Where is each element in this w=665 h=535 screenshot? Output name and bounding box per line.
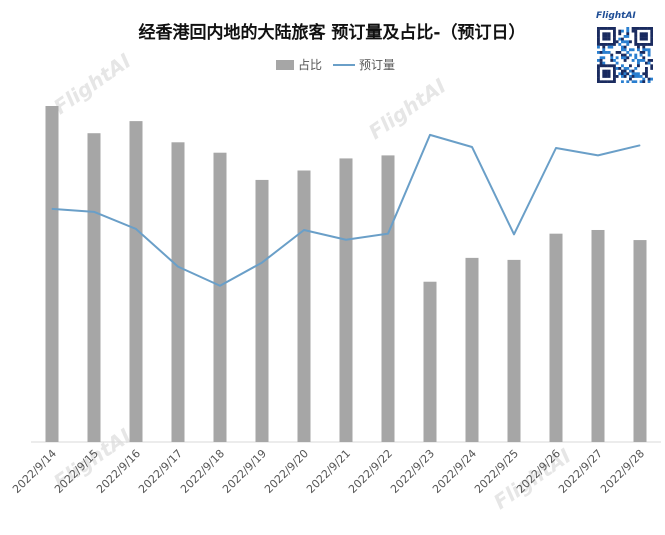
bar <box>129 121 143 443</box>
bar <box>465 257 479 442</box>
line-point <box>261 262 263 264</box>
bar <box>297 170 311 442</box>
bar <box>213 152 227 443</box>
line-point <box>471 146 473 148</box>
line-point <box>219 285 221 287</box>
bar <box>339 158 353 442</box>
bar-series <box>45 106 647 443</box>
watermark-text: FlightAI <box>49 48 136 119</box>
watermark-text: FlightAI <box>364 73 451 144</box>
x-tick-label: 2022/9/23 <box>388 447 437 496</box>
line-point <box>135 228 137 230</box>
bar <box>381 155 395 442</box>
line-point <box>51 208 53 210</box>
x-tick-label: 2022/9/28 <box>598 447 647 496</box>
line-point <box>93 211 95 213</box>
bar <box>171 142 185 442</box>
line-point <box>429 134 431 136</box>
line-point <box>639 144 641 146</box>
x-tick-label: 2022/9/22 <box>346 447 395 496</box>
legend-swatch-bar <box>276 60 294 70</box>
brand-logo: FlightAI <box>596 11 636 21</box>
line-point <box>597 154 599 156</box>
line-point <box>387 233 389 235</box>
line-series <box>51 133 641 287</box>
legend: 占比 预订量 <box>276 57 395 72</box>
x-tick-label: 2022/9/20 <box>262 447 311 496</box>
bar <box>591 229 605 442</box>
line-point <box>513 233 515 235</box>
x-tick-label: 2022/9/17 <box>136 447 185 496</box>
legend-label-line: 预订量 <box>359 58 395 72</box>
bar <box>423 281 437 442</box>
qr-code-icon <box>597 27 653 83</box>
chart-title: 经香港回内地的大陆旅客 预订量及占比-（预订日） <box>139 22 526 43</box>
x-tick-label: 2022/9/19 <box>220 447 269 496</box>
bar <box>45 106 59 442</box>
line-point <box>555 147 557 149</box>
bar <box>507 259 521 442</box>
x-tick-label: 2022/9/21 <box>304 447 353 496</box>
line-point <box>177 266 179 268</box>
bar <box>633 240 647 442</box>
x-tick-label: 2022/9/24 <box>430 447 479 496</box>
line-point <box>345 239 347 241</box>
bar <box>255 179 269 443</box>
line-point <box>303 229 305 231</box>
legend-label-bar: 占比 <box>298 57 322 72</box>
bar <box>549 233 563 442</box>
bar <box>87 133 101 442</box>
x-tick-label: 2022/9/18 <box>178 447 227 496</box>
